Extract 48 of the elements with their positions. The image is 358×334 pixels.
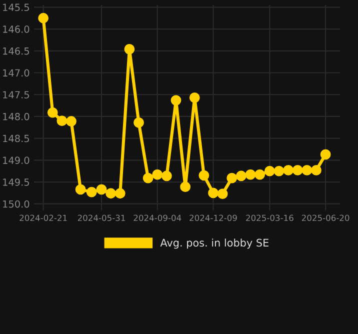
point xyxy=(292,165,303,176)
point xyxy=(283,165,294,176)
x-tick-label: 2024-02-21 xyxy=(20,214,67,222)
point xyxy=(56,116,68,126)
point xyxy=(236,170,246,182)
point xyxy=(161,170,172,182)
y-tick-label: 147.5 xyxy=(3,91,29,98)
y-tick-label: 150.0 xyxy=(3,200,30,208)
x-tick-label: 2025-06-20 xyxy=(302,214,350,222)
legend-label: Avg. pos. in lobby SE xyxy=(160,238,268,249)
point xyxy=(75,184,86,195)
point xyxy=(38,12,49,24)
point xyxy=(245,169,256,180)
point xyxy=(47,107,58,118)
point xyxy=(142,172,154,184)
point xyxy=(86,186,97,198)
y-tick-label: 148.0 xyxy=(3,112,30,120)
y-tick-label: 145.5 xyxy=(3,4,29,12)
point xyxy=(170,95,182,106)
point xyxy=(311,165,322,176)
point xyxy=(198,170,210,181)
point xyxy=(217,188,228,200)
x-tick-label: 2025-03-16 xyxy=(246,214,294,222)
point xyxy=(106,188,116,199)
y-tick-label: 148.5 xyxy=(3,134,29,142)
point xyxy=(226,172,238,184)
point xyxy=(96,184,107,195)
point xyxy=(134,117,144,128)
point xyxy=(189,92,200,103)
point xyxy=(302,165,312,176)
x-tick-label: 2024-09-04 xyxy=(134,214,182,222)
y-tick-label: 149.0 xyxy=(3,156,30,164)
point xyxy=(152,169,163,180)
x-tick-label: 2024-05-31 xyxy=(78,214,125,222)
y-tick-label: 149.5 xyxy=(3,178,29,186)
x-tick-label: 2024-12-09 xyxy=(190,214,237,222)
point xyxy=(254,169,266,180)
point xyxy=(274,166,284,176)
point xyxy=(320,149,331,160)
y-tick-label: 146.5 xyxy=(3,47,29,55)
point xyxy=(208,188,218,198)
point xyxy=(264,166,275,176)
point xyxy=(180,182,191,192)
point xyxy=(124,44,135,54)
point xyxy=(66,116,76,126)
y-tick-label: 146.0 xyxy=(3,26,30,33)
y-tick-label: 147.0 xyxy=(3,69,30,77)
point xyxy=(114,188,126,199)
